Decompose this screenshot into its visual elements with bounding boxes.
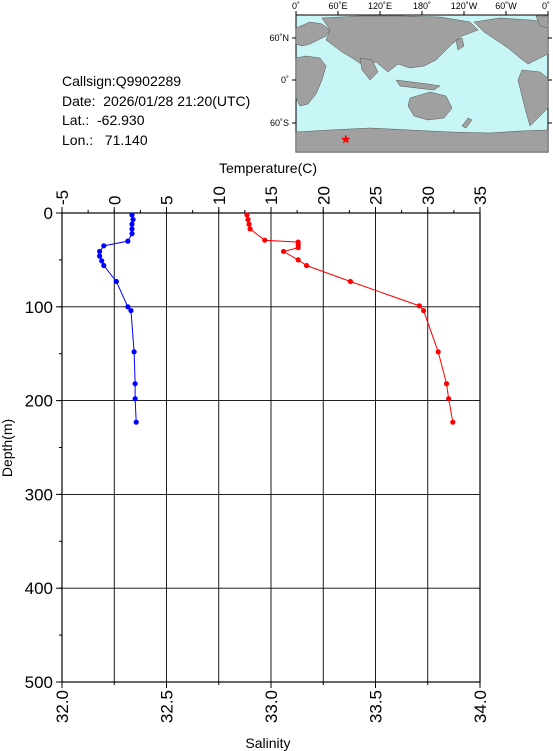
temperature-point [133, 419, 139, 425]
map-lat-labels: 60˚N 0˚ 60˚S [269, 33, 289, 128]
top-axis-tick-label: 0 [105, 196, 124, 205]
land-africa [295, 55, 327, 107]
temperature-point [99, 258, 105, 264]
top-axis-tick-label: 30 [419, 186, 438, 205]
map-lon-label: 180˚ [413, 1, 431, 11]
temperature-point [131, 349, 137, 355]
chart-grid [61, 212, 481, 683]
y-axis-tick-label: 300 [25, 485, 53, 504]
temperature-point [129, 212, 135, 218]
temperature-point [129, 221, 135, 227]
bottom-axis-title: Salinity [245, 735, 290, 751]
map-lon-labels: 0˚ 60˚E 120˚E 180˚ 120˚W 60˚W 0˚ [292, 1, 550, 11]
top-axis-tick-label: -5 [53, 190, 72, 205]
map-lon-label: 120˚E [368, 1, 392, 11]
salinity-point [347, 278, 354, 285]
y-axis-tick-label: 200 [25, 392, 53, 411]
map-lon-label: 60˚W [495, 1, 517, 11]
salinity-point [246, 221, 252, 227]
location-map: 0˚ 60˚E 120˚E 180˚ 120˚W 60˚W 0˚ 60˚N 0˚… [269, 1, 552, 153]
salinity-point [450, 419, 456, 425]
salinity-point [416, 303, 422, 309]
salinity-point [247, 226, 253, 232]
chart-series [97, 212, 456, 425]
y-axis-title: Depth(m) [0, 419, 15, 477]
temperature-point [97, 248, 103, 255]
y-axis-tick-label: 0 [44, 204, 53, 223]
map-lat-label: 60˚S [270, 118, 289, 128]
top-axis-tick-label: 15 [262, 186, 281, 205]
land-greenland [535, 15, 549, 29]
y-axis-tick-label: 400 [25, 579, 53, 598]
land-india [359, 57, 379, 81]
map-lon-label: 0˚ [542, 1, 550, 11]
bottom-axis-tick-label: 32.5 [158, 690, 177, 723]
land-north-america [473, 17, 549, 65]
bottom-axis-tick-label: 33.5 [367, 690, 386, 723]
top-axis-tick-label: 35 [471, 186, 490, 205]
longitude-text: Lon.: 71.140 [62, 131, 148, 148]
temperature-point [130, 216, 136, 223]
top-axis-tick-label: 25 [367, 186, 386, 205]
y-axis-tick-label: 500 [25, 673, 53, 692]
salinity-point [280, 248, 287, 255]
date-text: Date: 2026/01/28 21:20(UTC) [62, 92, 251, 109]
map-land [295, 15, 549, 153]
land-australia [407, 91, 453, 121]
temperature-point [125, 304, 131, 310]
land-new-zealand [461, 117, 473, 129]
station-marker-icon [341, 134, 351, 144]
temperature-point [101, 243, 107, 249]
temperature-point [101, 262, 107, 269]
salinity-point [303, 262, 310, 269]
temperature-point [129, 231, 135, 237]
callsign-text: Callsign:Q9902289 [62, 73, 182, 89]
map-lon-label: 120˚W [451, 1, 478, 11]
salinity-point [245, 216, 251, 223]
temperature-point [113, 278, 119, 285]
map-lon-label: 60˚E [328, 1, 347, 11]
salinity-point [446, 396, 452, 402]
temperature-point [132, 396, 138, 402]
map-lon-label: 0˚ [292, 1, 300, 11]
latitude-text: Lat.: -62.930 [62, 112, 145, 128]
map-ticks [292, 11, 552, 124]
top-axis-title: Temperature(C) [219, 160, 317, 176]
map-lat-label: 0˚ [281, 75, 289, 85]
top-axis-tick-label: 5 [158, 196, 177, 205]
land-south-america [517, 69, 549, 127]
land-europe-africa [295, 21, 331, 47]
y-axis-tick-label: 100 [25, 298, 53, 317]
temperature-point [129, 226, 135, 232]
salinity-point [262, 237, 268, 243]
land-japan [455, 37, 465, 51]
top-axis-tick-label: 10 [210, 186, 229, 205]
temperature-point [97, 253, 103, 259]
land-antarctica [295, 127, 549, 153]
bottom-axis-tick-label: 33.0 [262, 690, 281, 723]
salinity-line [246, 214, 454, 423]
salinity-point [420, 307, 427, 314]
salinity-point [244, 212, 250, 218]
bottom-axis-tick-label: 34.0 [471, 690, 490, 723]
salinity-point [435, 349, 441, 355]
bottom-axis-tick-label: 32.0 [53, 690, 72, 723]
salinity-point [295, 245, 301, 251]
temperature-point [128, 307, 134, 314]
top-axis-tick-label: 20 [314, 186, 333, 205]
temperature-point [125, 238, 131, 244]
station-star [341, 134, 351, 144]
salinity-point [295, 257, 301, 263]
temperature-point [132, 381, 138, 387]
salinity-point [443, 381, 450, 387]
map-lat-label: 60˚N [269, 33, 289, 43]
station-info: Callsign:Q9902289 Date: 2026/01/28 21:20… [62, 72, 250, 150]
land-indonesia [395, 79, 441, 91]
